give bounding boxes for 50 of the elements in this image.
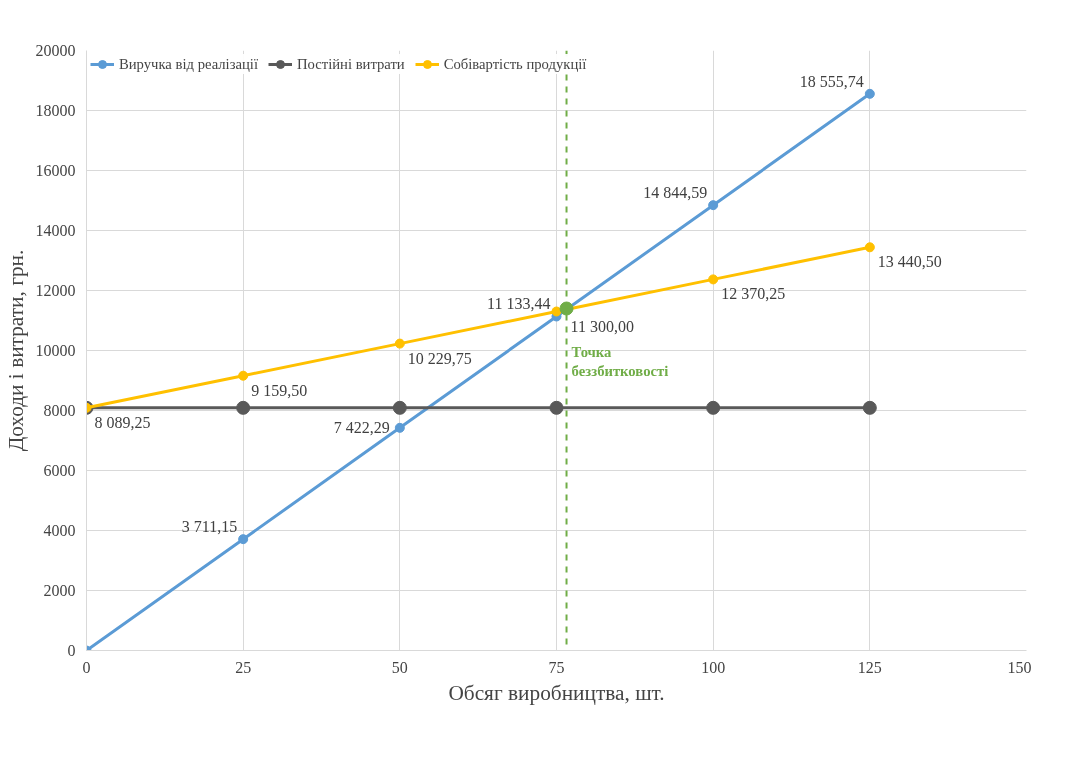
- y-tick-label: 14000: [35, 222, 76, 239]
- x-tick-label: 125: [857, 658, 882, 676]
- point: [864, 88, 875, 99]
- y-tick-label: 0: [67, 642, 76, 659]
- data-label: 9 159,50: [251, 381, 308, 399]
- point: [551, 306, 562, 317]
- point: [864, 242, 875, 253]
- point: [238, 370, 249, 381]
- data-label: 12 370,25: [721, 285, 786, 303]
- x-tick-label: 50: [391, 658, 408, 676]
- legend-label: Постійні витрати: [296, 55, 405, 73]
- ref-line-label: Точка беззбитковості: [571, 343, 669, 379]
- data-label: 13 440,50: [877, 253, 942, 271]
- y-axis-title: Доходи і витрати, грн.: [3, 249, 28, 452]
- point: [238, 534, 249, 545]
- x-tick-label: 25: [235, 658, 252, 676]
- point: [706, 400, 721, 415]
- point: [394, 422, 405, 433]
- point: [862, 400, 877, 415]
- y-tick-label: 20000: [35, 42, 76, 59]
- y-tick-label: 8000: [43, 402, 76, 419]
- y-tick-label: 18000: [35, 102, 76, 119]
- data-label: 10 229,75: [407, 349, 472, 367]
- y-tick-label: 6000: [43, 462, 76, 479]
- legend-label: Виручка від реалізації: [119, 55, 258, 73]
- x-tick-label: 100: [701, 658, 726, 676]
- point: [559, 301, 574, 316]
- y-tick-label: 10000: [35, 342, 76, 359]
- point: [708, 200, 719, 211]
- point: [392, 400, 407, 415]
- point: [708, 274, 719, 285]
- x-tick-label: 0: [82, 658, 91, 676]
- data-label: 11 300,00: [570, 317, 634, 335]
- data-label: 18 555,74: [799, 72, 864, 90]
- data-label: 8 089,25: [94, 413, 151, 431]
- data-label: 14 844,59: [643, 184, 708, 202]
- y-tick-label: 16000: [35, 162, 76, 179]
- point: [394, 338, 405, 349]
- x-axis-title: Обсяг виробництва, шт.: [448, 680, 665, 705]
- data-label: 11 133,44: [487, 295, 551, 313]
- y-tick-label: 4000: [43, 522, 76, 539]
- legend-label: Собівартість продукції: [443, 55, 587, 73]
- x-tick-label: 150: [1007, 658, 1032, 676]
- x-tick-label: 75: [548, 658, 565, 676]
- point: [549, 400, 564, 415]
- y-tick-label: 2000: [43, 582, 76, 599]
- data-label: 7 422,29: [333, 419, 390, 437]
- y-tick-label: 12000: [35, 282, 76, 299]
- point: [236, 400, 251, 415]
- data-label: 3 711,15: [181, 518, 238, 536]
